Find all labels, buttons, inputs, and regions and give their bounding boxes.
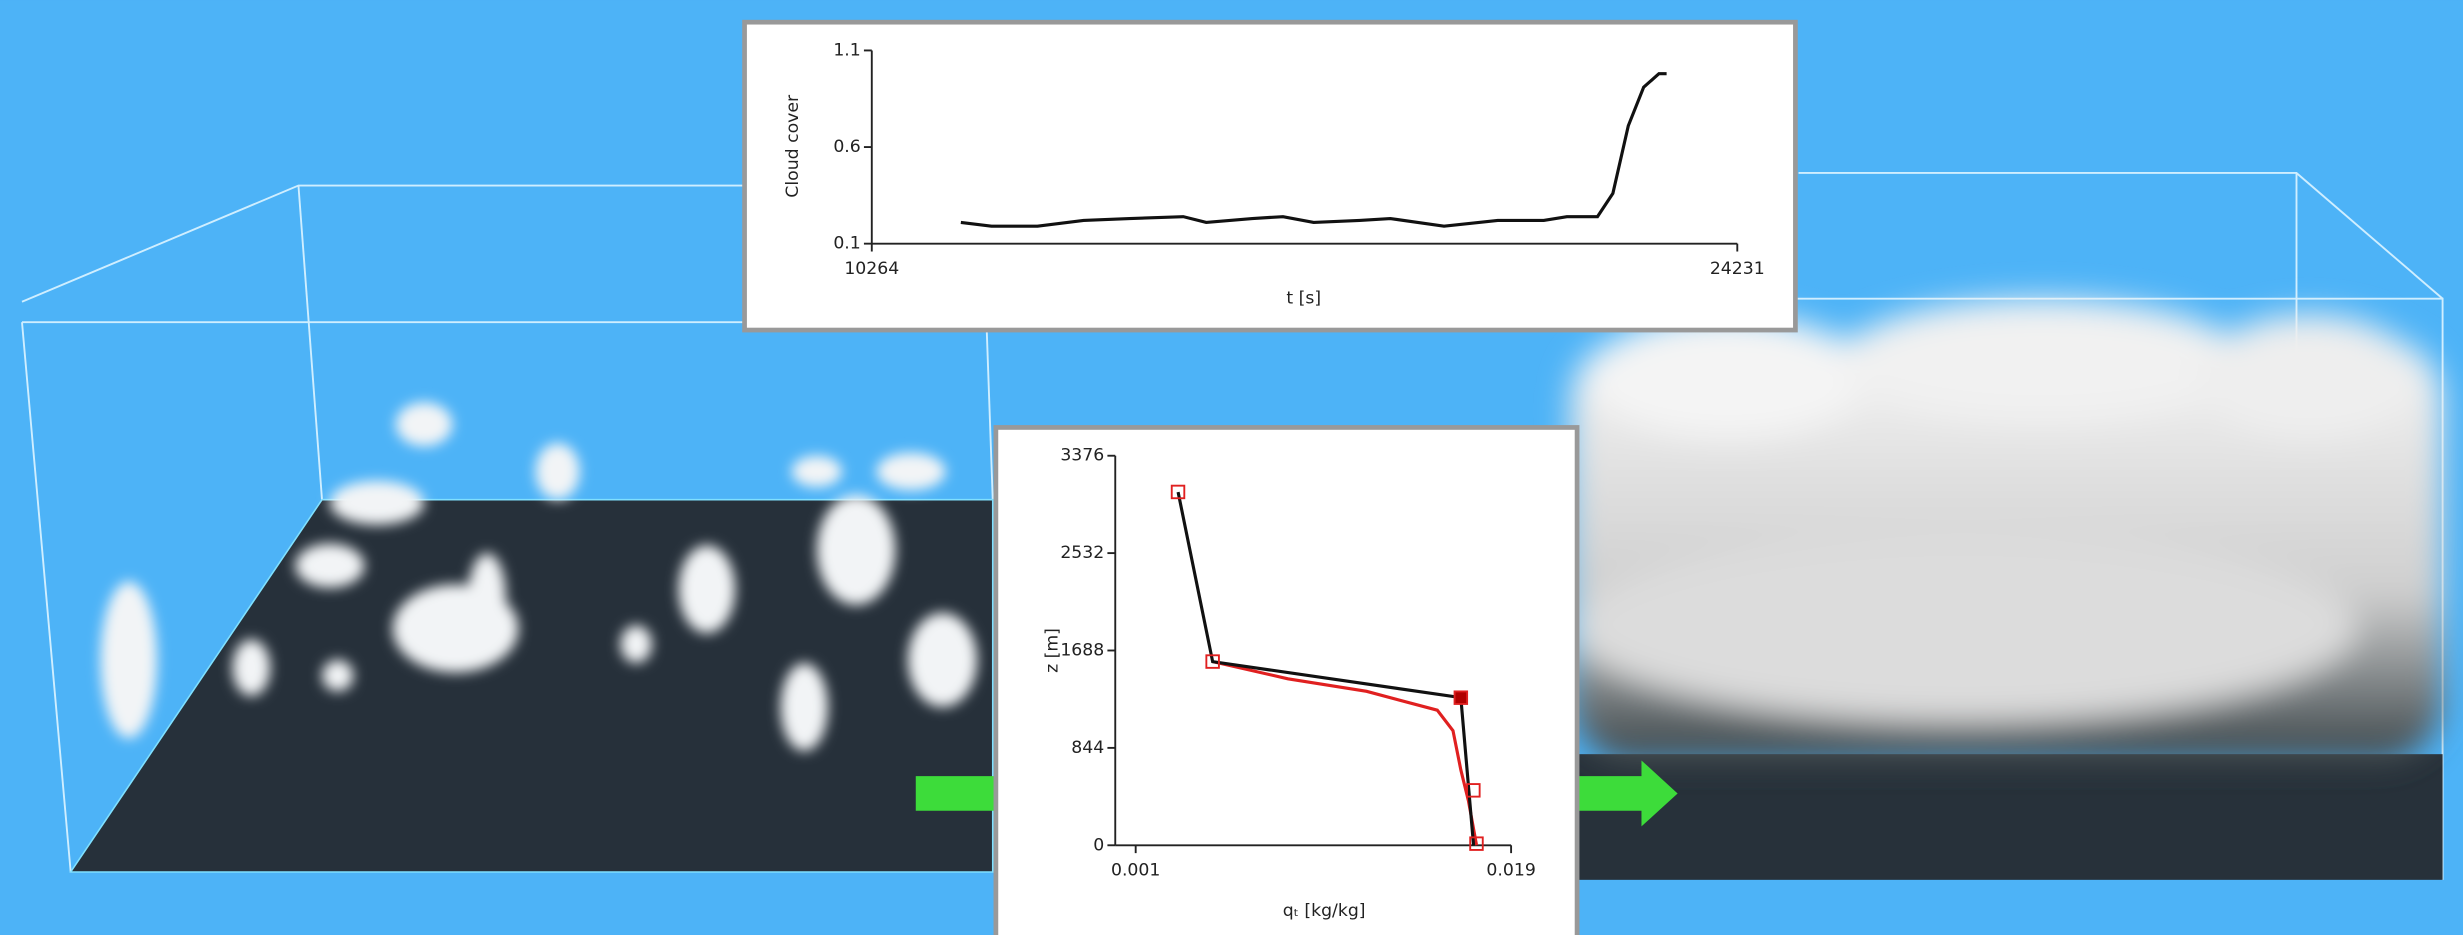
chart-panel-bottom [996, 427, 1577, 935]
control-point [1455, 691, 1468, 704]
y-tick-label: 2532 [1060, 543, 1104, 563]
x-tick-label: 0.019 [1486, 860, 1535, 880]
y-axis-label: z [m] [1042, 628, 1062, 673]
x-tick-label: 10264 [844, 259, 899, 279]
y-tick-label: 1.1 [833, 40, 860, 60]
x-tick-label: 24231 [1710, 259, 1765, 279]
y-tick-label: 0.6 [833, 137, 860, 157]
y-tick-label: 3376 [1060, 446, 1104, 466]
y-axis-label: Cloud cover [783, 94, 803, 198]
clouds-right [1571, 299, 2443, 762]
page: {"chart_data":[ {"type":"line","y_label"… [0, 0, 2463, 935]
x-axis-label: t [s] [1286, 289, 1321, 309]
y-tick-label: 0 [1093, 835, 1104, 855]
y-tick-label: 0.1 [833, 234, 860, 254]
y-tick-label: 844 [1071, 738, 1104, 758]
scene: 0.1 0.6 1.1 10264 24231 t [s] Cloud cover 0 844 1… [0, 0, 2463, 935]
y-tick-label: 1688 [1060, 640, 1104, 660]
ocean-right [1571, 754, 2443, 880]
chart-panel-top [745, 22, 1796, 330]
x-tick-label: 0.001 [1111, 860, 1160, 880]
x-axis-label: qₜ [kg/kg] [1283, 901, 1366, 921]
